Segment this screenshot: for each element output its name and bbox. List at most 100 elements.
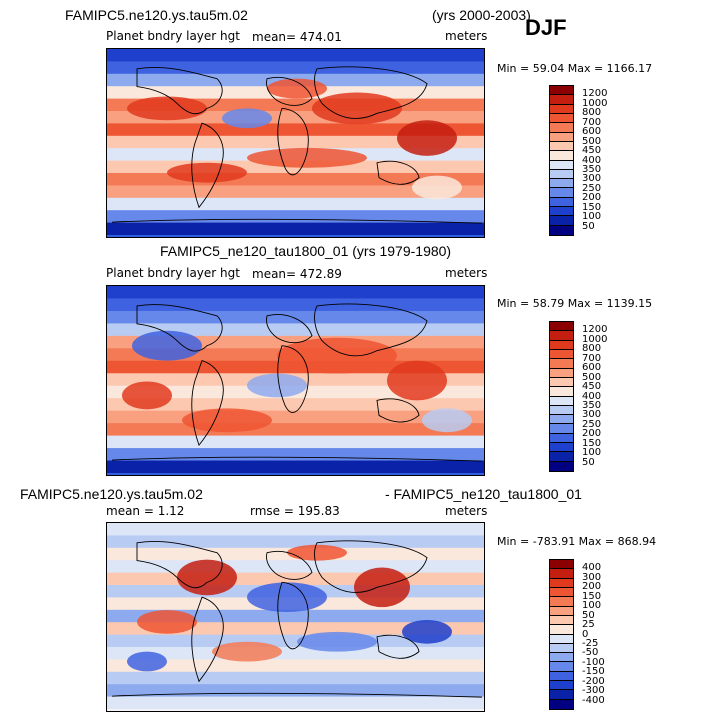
coastline xyxy=(266,77,313,106)
colorbar-tick-label: 800 xyxy=(582,343,602,355)
colorbar-tick-label: 50 xyxy=(582,609,595,621)
field-band xyxy=(107,222,484,235)
field-band xyxy=(107,197,484,211)
colorbar-swatch xyxy=(550,188,573,198)
colorbar-swatch xyxy=(550,681,573,691)
colorbar-tick-label: 300 xyxy=(582,173,602,185)
field-anomaly xyxy=(132,330,202,361)
panel2-title: FAMIPC5_ne120_tau1800_01 (yrs 1979-1980) xyxy=(160,243,452,259)
colorbar-swatch xyxy=(550,151,573,161)
colorbar-tick-label: 200 xyxy=(582,192,602,204)
colorbar-swatch xyxy=(550,86,573,96)
field-band xyxy=(107,671,484,685)
colorbar-swatch xyxy=(550,207,573,217)
colorbar-tick-label: 450 xyxy=(582,145,602,157)
field-band xyxy=(107,310,484,324)
field-anomaly xyxy=(287,544,347,561)
map-panel-3-difference xyxy=(106,522,485,712)
field-anomaly xyxy=(247,582,327,613)
colorbar-swatch xyxy=(550,368,573,378)
field-band xyxy=(107,560,484,574)
panel2-mean: mean= 472.89 xyxy=(252,267,342,281)
panel1-variable: Planet bndry layer hgt xyxy=(106,29,240,43)
panel3-units: meters xyxy=(445,504,488,518)
field-band xyxy=(107,460,484,473)
field-anomaly xyxy=(182,408,272,433)
field-anomaly xyxy=(312,92,402,125)
coastline xyxy=(376,634,420,659)
coastline xyxy=(111,692,483,698)
coastline xyxy=(191,360,224,447)
coastline xyxy=(111,456,483,462)
colorbar-1 xyxy=(549,85,574,236)
colorbar-tick-label: 200 xyxy=(582,428,602,440)
colorbar-swatch xyxy=(550,197,573,208)
panel1-units: meters xyxy=(445,29,488,43)
season-label: DJF xyxy=(525,15,567,40)
colorbar-tick-label: 25 xyxy=(582,619,595,631)
colorbar-tick-label: 400 xyxy=(582,562,602,574)
colorbar-tick-label: 250 xyxy=(582,418,602,430)
panel1-left-title: FAMIPC5.ne120.ys.tau5m.02 xyxy=(65,7,248,23)
colorbar-swatch xyxy=(550,331,573,341)
colorbar-3 xyxy=(549,559,574,710)
colorbar-swatch xyxy=(550,643,573,654)
field-band xyxy=(107,659,484,673)
coastline xyxy=(191,596,224,683)
colorbar-tick-label: 150 xyxy=(582,437,602,449)
colorbar-tick-label: 400 xyxy=(582,154,602,166)
colorbar-tick-label: 200 xyxy=(582,581,602,593)
field-band xyxy=(107,535,484,549)
field-band xyxy=(107,634,484,648)
colorbar-swatch xyxy=(550,443,573,453)
panel2-variable: Planet bndry layer hgt xyxy=(106,266,240,280)
field-anomaly xyxy=(277,337,397,374)
colorbar-tick-label: 150 xyxy=(582,590,602,602)
field-band xyxy=(107,398,484,412)
colorbar-tick-label: 700 xyxy=(582,352,602,364)
field-band xyxy=(107,298,484,312)
coastline xyxy=(136,66,223,115)
coastline xyxy=(266,314,313,344)
colorbar-tick-label: -150 xyxy=(582,666,605,678)
coastline xyxy=(277,581,309,650)
field-anomaly xyxy=(397,120,457,156)
colorbar-tick-label: 700 xyxy=(582,116,602,128)
colorbar-tick-label: 300 xyxy=(582,571,602,583)
colorbar-swatch xyxy=(550,169,573,180)
colorbar-swatch xyxy=(550,104,573,114)
colorbar-swatch xyxy=(550,615,573,626)
colorbar-tick-label: -25 xyxy=(582,637,599,649)
colorbar-swatch xyxy=(550,322,573,332)
colorbar-swatch xyxy=(550,113,573,124)
colorbar-swatch xyxy=(550,424,573,434)
coastline xyxy=(376,160,420,185)
colorbar-swatch xyxy=(550,653,573,663)
colorbar-tick-label: 800 xyxy=(582,107,602,119)
colorbar-swatch xyxy=(550,377,573,388)
field-anomaly xyxy=(297,631,377,652)
colorbar-swatch xyxy=(550,160,573,170)
coastline xyxy=(191,122,224,209)
field-band xyxy=(107,185,484,199)
colorbar-swatch xyxy=(550,606,573,616)
colorbar-tick-label: 600 xyxy=(582,126,602,138)
colorbar-swatch xyxy=(550,634,573,644)
field-anomaly xyxy=(212,641,282,662)
map-field xyxy=(107,286,484,473)
field-anomaly xyxy=(267,78,327,99)
panel3-left-title: FAMIPC5.ne120.ys.tau5m.02 xyxy=(20,486,203,502)
colorbar-swatch xyxy=(550,396,573,406)
coastline xyxy=(314,66,428,119)
colorbar-swatch xyxy=(550,461,573,471)
colorbar-swatch xyxy=(550,359,573,369)
field-anomaly xyxy=(422,408,472,433)
colorbar-tick-label: 450 xyxy=(582,381,602,393)
colorbar-swatch xyxy=(550,578,573,588)
colorbar-tick-label: -100 xyxy=(582,656,605,668)
colorbar-tick-label: 100 xyxy=(582,447,602,459)
panel3-mean: mean = 1.12 xyxy=(106,504,185,518)
colorbar-tick-label: 1200 xyxy=(582,88,608,100)
colorbar-swatch xyxy=(550,587,573,598)
panel3-rmse: rmse = 195.83 xyxy=(250,504,340,518)
